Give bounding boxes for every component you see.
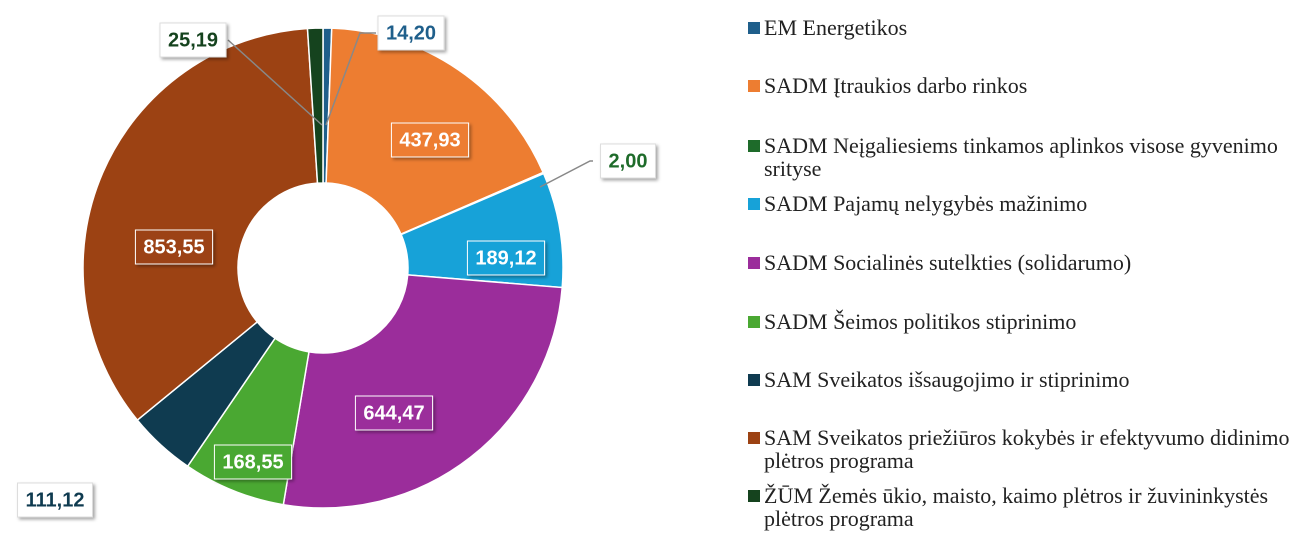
data-label-text: 25,19 (168, 29, 218, 51)
legend-label: SADM Neįgaliesiems tinkamos aplinkos vis… (764, 133, 1278, 181)
label-box (600, 143, 656, 179)
data-label: 853,55 (134, 229, 214, 265)
legend-swatch (748, 198, 760, 210)
legend-label: EM Energetikos (764, 15, 908, 40)
leader-line (227, 39, 323, 126)
legend-item: SADM Neįgaliesiems tinkamos aplinkos vis… (748, 134, 1301, 180)
label-box (134, 229, 214, 265)
legend-label: SADM Pajamų nelygybės mažinimo (764, 191, 1088, 216)
data-label-text: 2,00 (609, 150, 648, 172)
data-label: 111,12 (17, 482, 93, 518)
label-box (17, 482, 93, 518)
data-label: 168,55 (213, 444, 293, 480)
legend-label: SAM Sveikatos priežiūros kokybės ir efek… (764, 425, 1290, 473)
leader-line (325, 32, 376, 126)
data-label: 14,20 (377, 15, 445, 51)
legend-item: ŽŪM Žemės ūkio, maisto, kaimo plėtros ir… (748, 484, 1301, 530)
legend-item: SADM Šeimos politikos stiprinimo (748, 310, 1301, 333)
legend-item: SADM Socialinės sutelkties (solidarumo) (748, 251, 1301, 274)
label-box (159, 22, 227, 58)
legend-label: SADM Šeimos politikos stiprinimo (764, 309, 1077, 334)
label-box (354, 395, 434, 431)
data-label-text: 437,93 (399, 129, 460, 151)
legend-swatch (748, 490, 760, 502)
chart: 14,20 437,93 2,00 189,12 644,47 168,55 111,12 8… (17, 15, 656, 518)
data-label: 437,93 (390, 122, 470, 158)
data-label-text: 644,47 (363, 402, 424, 424)
label-box (213, 444, 293, 480)
slice (306, 27, 324, 184)
data-label-text: 168,55 (222, 451, 283, 473)
legend-swatch (748, 432, 760, 444)
label-box (377, 15, 445, 51)
slice (282, 274, 564, 509)
legend-swatch (748, 316, 760, 328)
legend-label: SADM Socialinės sutelkties (solidarumo) (764, 250, 1132, 275)
legend-item: SAM Sveikatos priežiūros kokybės ir efek… (748, 426, 1301, 472)
data-label: 644,47 (354, 395, 434, 431)
data-label-text: 853,55 (143, 236, 204, 258)
data-label: 25,19 (159, 22, 227, 58)
data-label: 189,12 (466, 240, 546, 276)
legend-item: SAM Sveikatos išsaugojimo ir stiprinimo (748, 368, 1301, 391)
legend-label: SADM Įtraukios darbo rinkos (764, 73, 1028, 98)
legend-label: SAM Sveikatos išsaugojimo ir stiprinimo (764, 367, 1130, 392)
legend-item: SADM Įtraukios darbo rinkos (748, 74, 1301, 97)
label-box (466, 240, 546, 276)
legend-swatch (748, 140, 760, 152)
legend-item: EM Energetikos (748, 16, 1301, 39)
slice (82, 27, 319, 422)
data-label-text: 189,12 (475, 247, 536, 269)
legend-swatch (748, 257, 760, 269)
data-label: 2,00 (600, 143, 656, 179)
data-label-text: 14,20 (386, 22, 436, 44)
data-label-text: 111,12 (26, 489, 85, 511)
leader-line (539, 160, 593, 188)
legend-swatch (748, 374, 760, 386)
legend-item: SADM Pajamų nelygybės mažinimo (748, 192, 1301, 215)
label-box (390, 122, 470, 158)
legend-swatch (748, 80, 760, 92)
legend-label: ŽŪM Žemės ūkio, maisto, kaimo plėtros ir… (764, 483, 1269, 531)
legend-swatch (748, 22, 760, 34)
